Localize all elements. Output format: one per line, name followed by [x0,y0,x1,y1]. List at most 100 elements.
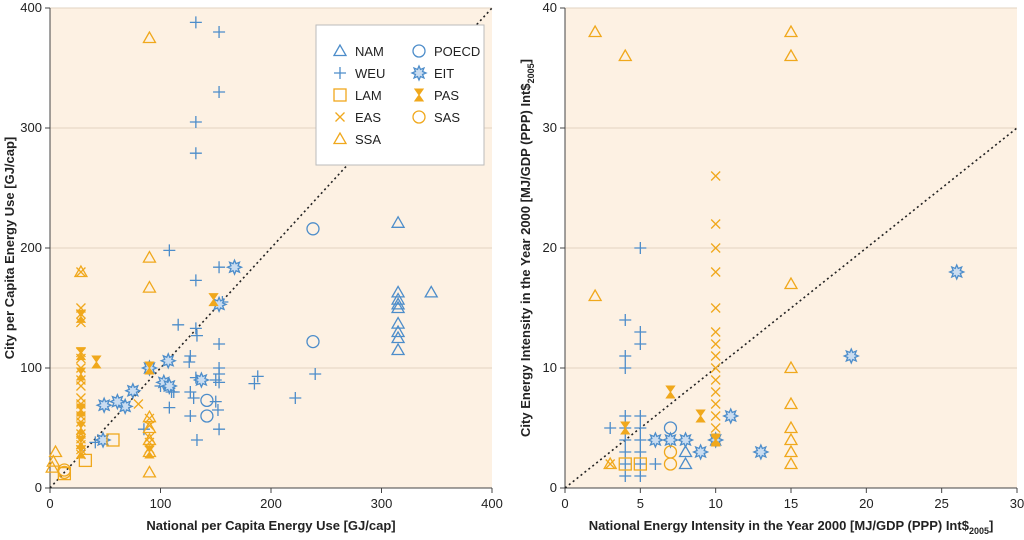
legend-label-ssa: SSA [355,132,381,147]
right-point-pas [695,409,706,423]
left-point-eas [75,439,86,450]
left-y-axis-label-main: City per Capita Energy Use [GJ/cap] [2,137,17,360]
legend-marker-eas [335,112,345,122]
left-point-pas [75,309,87,323]
left-point-ssa [46,454,61,467]
left-point-eit [159,352,177,370]
left-point-weu [213,86,226,98]
left-point-nam [390,316,406,329]
left-y-tick-label: 0 [35,480,42,495]
left-y-tick-label: 100 [20,360,42,375]
right-y-tick-label: 10 [543,360,557,375]
left-point-weu [213,261,226,274]
left-point-weu [189,116,202,128]
right-point-weu [619,446,632,458]
legend-marker-ssa [332,131,348,145]
right-point-eit [646,431,665,449]
left-point-weu [163,401,176,414]
right-point-ssa [588,288,603,302]
left-point-weu [309,368,322,380]
left-point-eas [75,429,86,439]
left-diagonal-line [49,7,493,489]
left-point-pas [91,355,102,369]
left-point-eas [75,353,86,364]
legend-item-weu: WEU [334,66,385,81]
right-x-tick-label: 25 [934,496,948,511]
left-point-weu [189,16,202,29]
right-point-eas [710,327,721,337]
left-point-ssa [142,420,157,434]
legend-item-lam: LAM [333,88,382,103]
right-y-tick-label: 40 [543,0,557,15]
left-point-eit [160,377,178,395]
right-point-nam [678,456,693,470]
left-point-weu [213,376,226,389]
left-point-eit [225,258,244,276]
left-point-nam [390,285,406,298]
right-point-eit [676,431,695,449]
left-series-pas [75,293,219,459]
left-point-weu [189,274,202,287]
left-point-nam [390,215,406,228]
left-point-weu [213,423,226,436]
right-point-ssa [783,420,799,434]
left-y-axis-label: City per Capita Energy Use [GJ/cap] [2,137,17,360]
legend-label-poecd: POECD [434,44,480,59]
legend-marker-pas [413,88,425,102]
left-point-weu [189,147,202,160]
right-point-ssa [603,456,618,470]
left-point-ssa [142,250,157,263]
left-point-weu [189,322,202,335]
left-x-axis-label: National per Capita Energy Use [GJ/cap] [146,518,395,533]
left-point-ssa [142,30,157,44]
left-point-weu [184,386,197,398]
legend-marker-lam [333,88,347,102]
left-y-tick-label: 300 [20,120,42,135]
left-point-eas [133,399,144,409]
legend-item-ssa: SSA [332,131,381,147]
left-point-eas [75,267,86,277]
right-point-nam [678,444,693,458]
left-point-pas [75,367,87,381]
right-point-weu [619,362,632,374]
left-point-weu [137,423,150,436]
legend-item-poecd: POECD [412,44,480,59]
left-series-poecd [200,222,320,423]
right-series-lam [618,457,647,471]
left-point-ssa [45,460,60,473]
right-point-ssa [783,24,799,38]
right-point-ssa [618,48,633,62]
right-y-tick-label: 0 [550,480,557,495]
right-x-axis-label-sub: 2005 [969,526,989,536]
right-point-weu [634,458,647,470]
legend-box [315,24,485,166]
left-point-nam [424,285,439,298]
right-y-tick-label: 20 [543,240,557,255]
right-series-weu [604,242,662,482]
left-point-ssa [142,280,157,293]
left-point-eas [75,309,86,319]
legend-label-weu: WEU [355,66,385,81]
left-point-ssa [142,444,157,458]
left-point-ssa [142,432,157,446]
left-point-weu [251,370,264,383]
left-point-pas [144,361,155,375]
right-point-pas [620,421,631,435]
left-series-nam [390,215,439,356]
left-point-nam [390,342,406,356]
right-point-sas [663,457,678,471]
right-x-axis-label: National Energy Intensity in the Year 20… [589,518,994,536]
left-point-eit [108,392,127,411]
right-point-weu [634,422,647,434]
left-point-weu [190,329,203,342]
left-x-axis-label-main: National per Capita Energy Use [GJ/cap] [146,518,395,533]
right-point-eas [710,339,721,349]
right-point-weu [619,434,632,446]
left-series-weu [89,16,322,449]
left-point-poecd [200,409,214,423]
legend-label-eit: EIT [434,66,454,81]
right-point-eas [710,411,721,421]
right-point-ssa [783,48,799,62]
right-x-tick-label: 20 [859,496,873,511]
right-point-weu [649,458,662,470]
